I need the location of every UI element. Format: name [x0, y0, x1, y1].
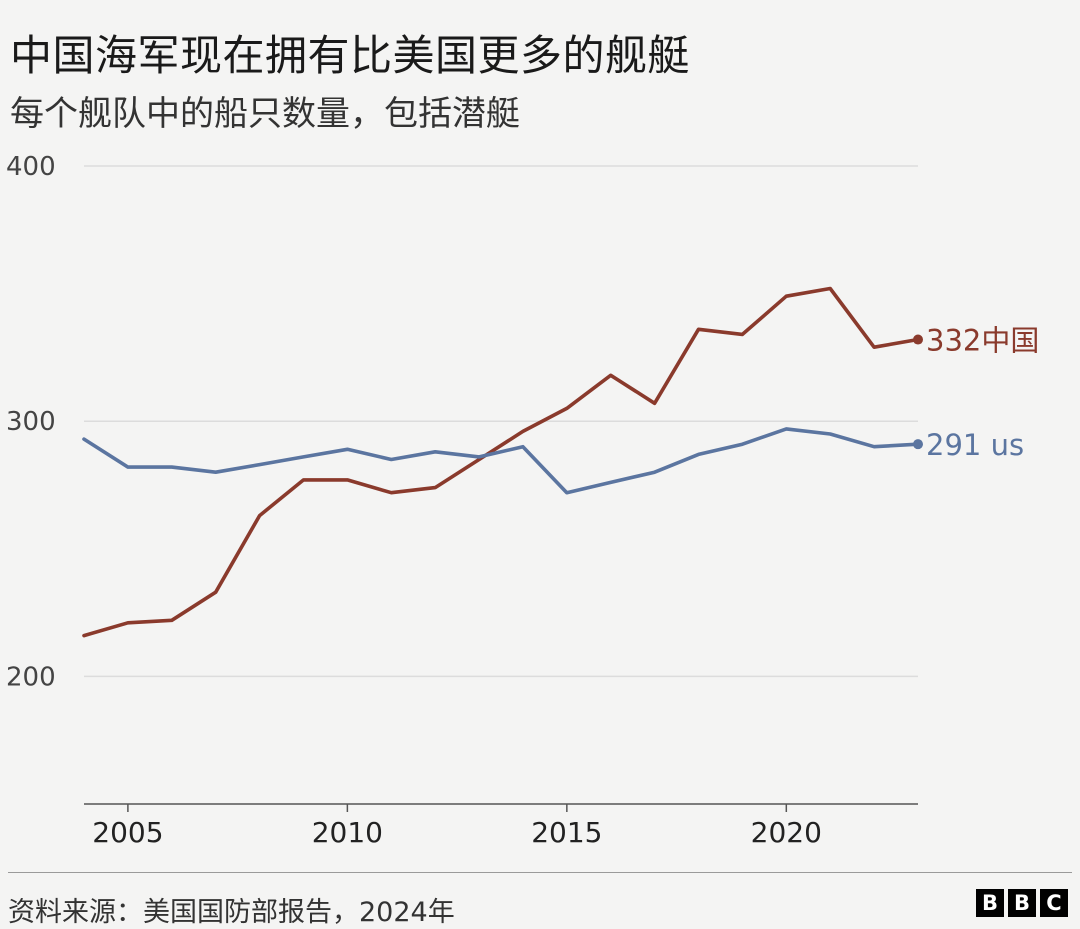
- x-tick-label: 2005: [92, 816, 163, 849]
- series-end-label-us: 291 us: [926, 428, 1024, 462]
- series-line-china: [82, 286, 920, 638]
- series-end-label-china: 332中国: [926, 324, 1039, 358]
- bbc-logo-letter: B: [976, 889, 1004, 917]
- line-chart: 200 300 400 2005 2010 2015 2020 332中国 291 us: [6, 152, 1039, 849]
- series-line-us: [82, 427, 920, 495]
- source-note: 资料来源：美国国防部报告，2024年: [8, 897, 455, 928]
- bbc-logo-letter: B: [1008, 889, 1036, 917]
- bbc-logo-letter: C: [1040, 889, 1068, 917]
- footer-divider: [8, 872, 1072, 873]
- bbc-logo: B B C: [976, 889, 1068, 917]
- x-tick-label: 2010: [312, 816, 383, 849]
- y-tick-label: 300: [6, 407, 56, 437]
- chart-subtitle: 每个舰队中的船只数量，包括潜艇: [10, 94, 520, 134]
- x-tick-label: 2020: [751, 816, 822, 849]
- chart-title: 中国海军现在拥有比美国更多的舰艇: [10, 31, 691, 80]
- y-tick-label: 400: [6, 152, 56, 182]
- series-end-point-us: [913, 439, 923, 450]
- series-end-point-china: [913, 334, 923, 345]
- y-tick-label: 200: [6, 662, 56, 692]
- x-tick-label: 2015: [531, 816, 602, 849]
